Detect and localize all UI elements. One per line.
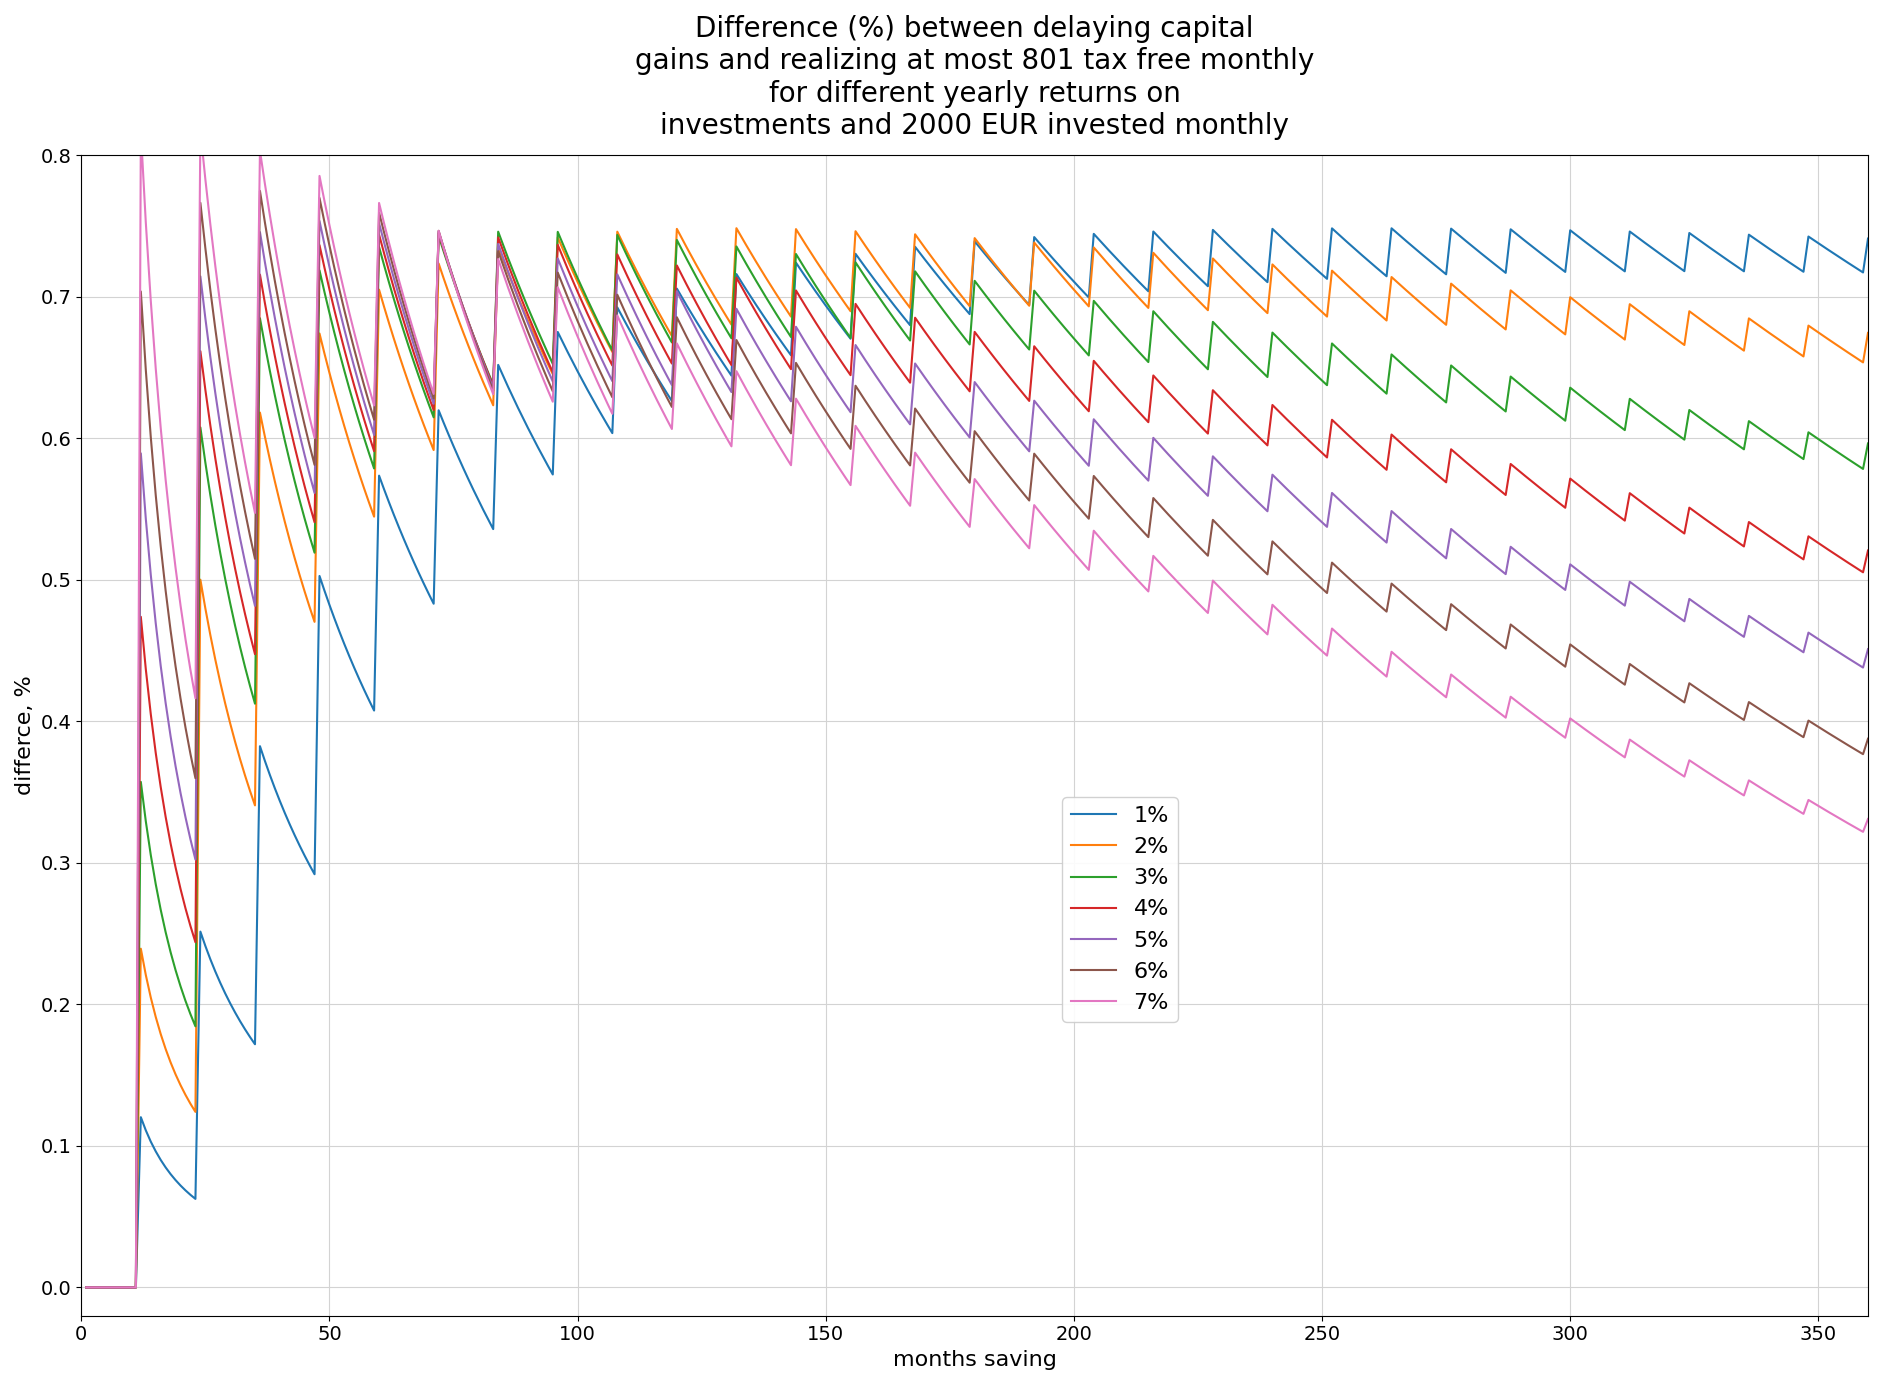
- 4%: [670, 267, 693, 284]
- 1%: [75, 1280, 98, 1296]
- 6%: [248, 183, 271, 199]
- 3%: [1856, 435, 1878, 452]
- 1%: [1762, 244, 1784, 260]
- 5%: [309, 213, 331, 230]
- 7%: [610, 319, 632, 335]
- Line: 3%: 3%: [87, 231, 1867, 1288]
- 1%: [606, 299, 629, 316]
- 6%: [297, 438, 320, 454]
- 2%: [606, 223, 629, 240]
- 5%: [700, 349, 723, 366]
- 4%: [75, 1280, 98, 1296]
- Y-axis label: differce, %: differce, %: [15, 676, 36, 795]
- Line: 2%: 2%: [87, 229, 1867, 1288]
- 2%: [664, 220, 687, 237]
- 6%: [75, 1280, 98, 1296]
- 5%: [670, 292, 693, 309]
- 6%: [1856, 730, 1878, 747]
- 4%: [610, 258, 632, 274]
- 4%: [700, 323, 723, 339]
- 6%: [670, 319, 693, 335]
- 4%: [1762, 530, 1784, 547]
- 7%: [1856, 810, 1878, 827]
- 1%: [694, 330, 717, 346]
- 7%: [188, 122, 211, 138]
- 5%: [1856, 641, 1878, 658]
- 3%: [294, 510, 316, 526]
- 2%: [694, 274, 717, 291]
- 3%: [487, 223, 510, 240]
- 4%: [858, 319, 881, 335]
- Line: 6%: 6%: [87, 191, 1867, 1288]
- 1%: [1380, 220, 1402, 237]
- 7%: [700, 403, 723, 420]
- 5%: [75, 1280, 98, 1296]
- 2%: [294, 583, 316, 600]
- 1%: [664, 280, 687, 296]
- 1%: [1856, 230, 1878, 247]
- 6%: [1762, 711, 1784, 727]
- 7%: [75, 1280, 98, 1296]
- 3%: [75, 1280, 98, 1296]
- 2%: [1762, 328, 1784, 345]
- 6%: [700, 375, 723, 392]
- 3%: [858, 277, 881, 294]
- 7%: [670, 345, 693, 361]
- Title: Difference (%) between delaying capital
gains and realizing at most 801 tax free: Difference (%) between delaying capital …: [634, 15, 1314, 140]
- 7%: [858, 440, 881, 457]
- 6%: [610, 298, 632, 314]
- Line: 5%: 5%: [87, 222, 1867, 1288]
- 5%: [294, 447, 316, 464]
- 4%: [1856, 542, 1878, 558]
- 3%: [1762, 431, 1784, 447]
- 7%: [297, 409, 320, 425]
- X-axis label: months saving: months saving: [892, 1350, 1056, 1370]
- Legend: 1%, 2%, 3%, 4%, 5%, 6%, 7%: 1%, 2%, 3%, 4%, 5%, 6%, 7%: [1061, 798, 1178, 1022]
- 3%: [610, 237, 632, 253]
- Line: 7%: 7%: [87, 130, 1867, 1288]
- 6%: [858, 400, 881, 417]
- 5%: [858, 360, 881, 377]
- 1%: [294, 848, 316, 864]
- 4%: [294, 478, 316, 494]
- 3%: [670, 241, 693, 258]
- 3%: [700, 296, 723, 313]
- 4%: [427, 224, 450, 241]
- 7%: [1762, 788, 1784, 805]
- 1%: [854, 259, 877, 276]
- Line: 4%: 4%: [87, 233, 1867, 1288]
- 5%: [610, 277, 632, 294]
- Line: 1%: 1%: [87, 229, 1867, 1288]
- 2%: [858, 245, 881, 262]
- 2%: [725, 220, 747, 237]
- 2%: [75, 1280, 98, 1296]
- 5%: [1762, 625, 1784, 641]
- 2%: [1856, 324, 1878, 341]
